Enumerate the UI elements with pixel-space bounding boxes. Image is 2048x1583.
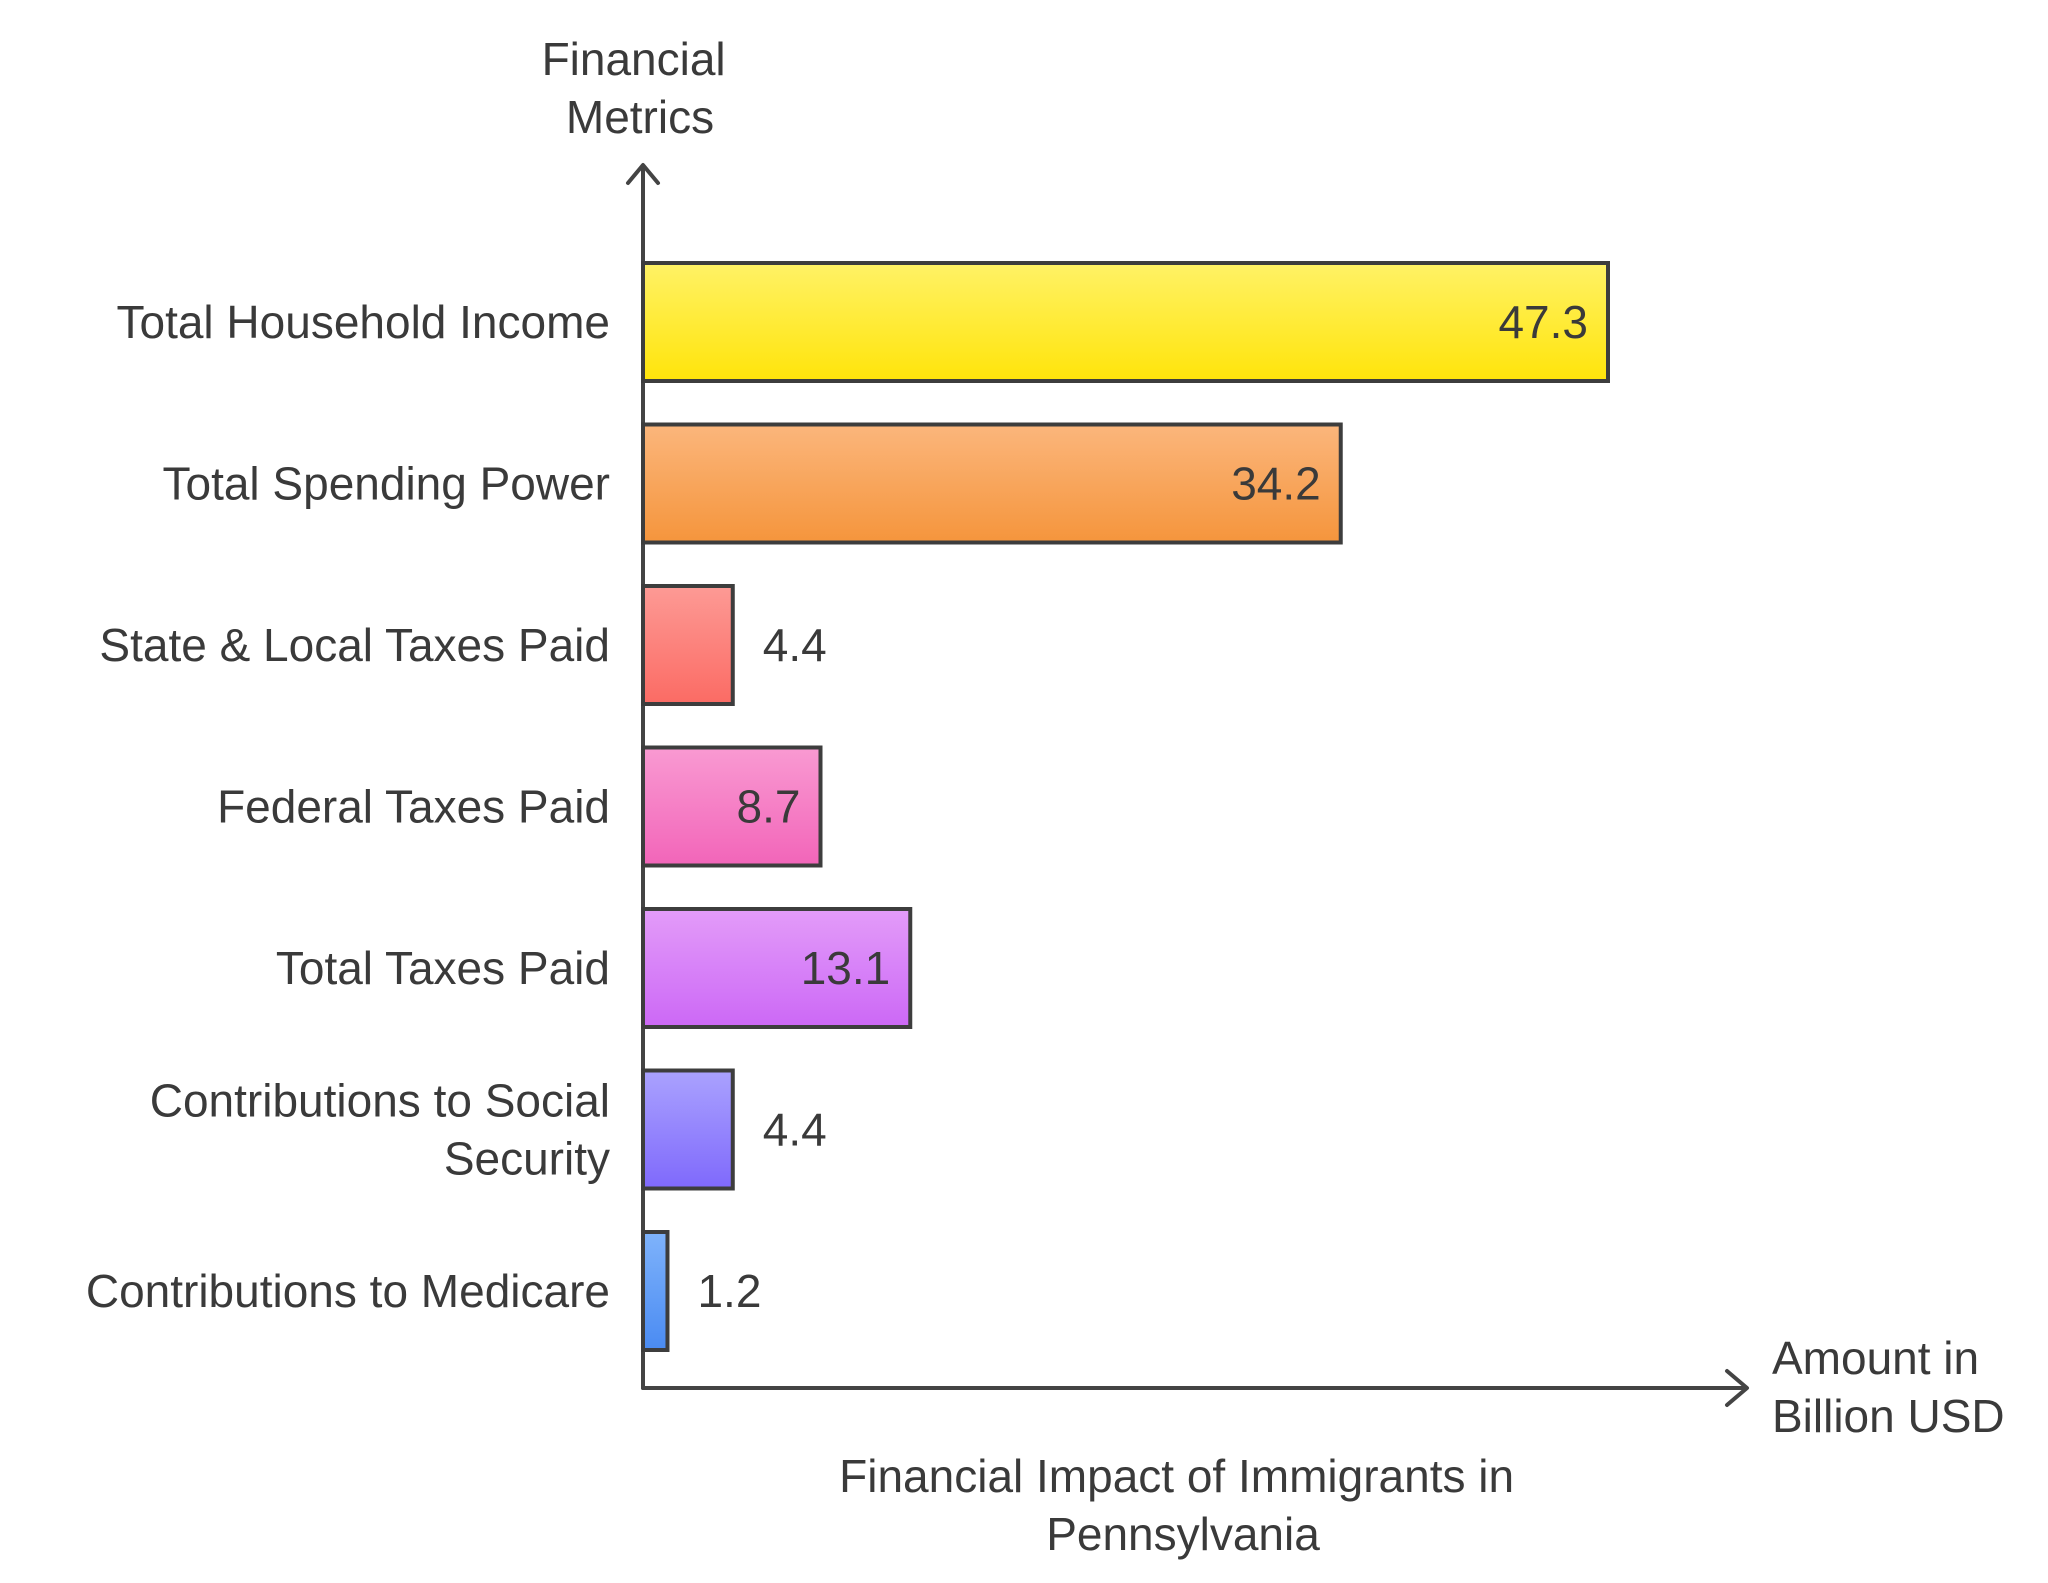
chart-title-line-1: Financial Impact of Immigrants in: [839, 1450, 1514, 1502]
y-axis-title-line-1: Financial: [542, 33, 726, 85]
category-label: State & Local Taxes Paid: [99, 619, 610, 671]
bar-6: [641, 1068, 735, 1191]
y-axis-title-line-2: Metrics: [566, 91, 714, 143]
bars-group: [641, 261, 1610, 1352]
value-label: 4.4: [763, 619, 827, 671]
bar-1: [641, 261, 1610, 383]
value-label: 13.1: [801, 942, 891, 994]
value-label: 47.3: [1498, 296, 1588, 348]
category-label: Federal Taxes Paid: [217, 781, 610, 833]
value-label: 8.7: [737, 781, 801, 833]
value-label: 1.2: [697, 1265, 761, 1317]
value-label: 4.4: [763, 1104, 827, 1156]
category-label: Contributions to Medicare: [86, 1265, 610, 1317]
category-label: Total Taxes Paid: [276, 942, 610, 994]
value-labels: 47.3 34.2 4.4 8.7 13.1 4.4 1.2: [697, 296, 1588, 1317]
category-label: Total Spending Power: [162, 458, 610, 510]
chart-title-line-2: Pennsylvania: [1046, 1508, 1320, 1560]
bar-5: [641, 907, 913, 1029]
y-axis-arrow: [626, 163, 660, 185]
bar-4: [641, 745, 823, 868]
category-label: Contributions to Social Security: [150, 1075, 610, 1185]
category-labels: Total Household Income Total Spending Pow…: [86, 296, 610, 1317]
x-axis-title: Amount in Billion USD: [1772, 1332, 2005, 1442]
bar-3: [641, 584, 735, 706]
x-axis-arrow: [1725, 1369, 1749, 1407]
value-label: 34.2: [1231, 458, 1321, 510]
x-axis-title-line-1: Amount in: [1772, 1332, 1979, 1384]
y-axis-title: Financial Metrics: [542, 33, 739, 143]
category-label: Total Household Income: [116, 296, 610, 348]
x-axis-title-line-2: Billion USD: [1772, 1390, 2005, 1442]
chart-title: Financial Impact of Immigrants in Pennsy…: [839, 1450, 1527, 1560]
bar-2: [641, 422, 1343, 545]
bar-7: [641, 1230, 670, 1352]
